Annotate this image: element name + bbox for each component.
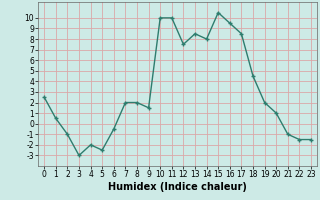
X-axis label: Humidex (Indice chaleur): Humidex (Indice chaleur) xyxy=(108,182,247,192)
